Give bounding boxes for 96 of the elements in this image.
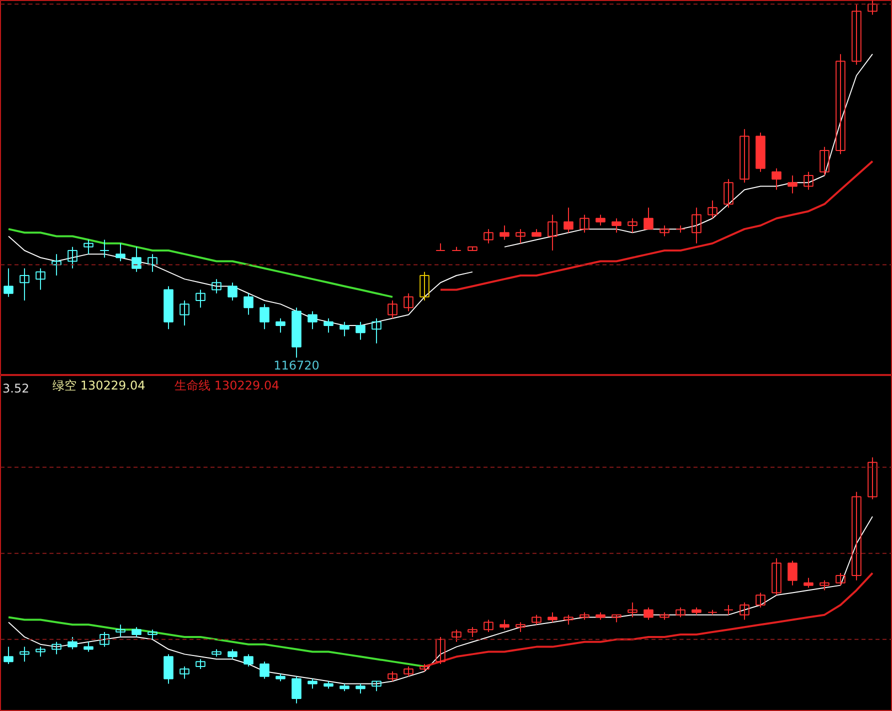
candlestick — [308, 310, 318, 330]
candlestick — [52, 641, 62, 655]
candlestick — [372, 318, 382, 344]
candlestick — [132, 626, 142, 638]
candlestick — [820, 146, 830, 176]
candlestick — [212, 278, 222, 294]
candlestick — [724, 604, 734, 616]
candlestick — [516, 622, 526, 633]
candlestick — [612, 218, 622, 234]
candlestick — [84, 641, 94, 652]
candlestick — [676, 606, 686, 618]
candlestick — [516, 228, 526, 244]
candlestick — [388, 300, 398, 319]
candlestick — [228, 648, 238, 660]
candlestick — [100, 632, 110, 648]
candlestick — [116, 624, 126, 638]
candlestick — [468, 626, 478, 638]
candlestick — [420, 271, 430, 301]
candlestick — [852, 491, 862, 581]
candlestick — [772, 168, 782, 190]
candlestick — [84, 239, 94, 255]
candlestick — [436, 636, 446, 665]
candlestick — [852, 4, 862, 66]
text: 生命线 130229.04 — [174, 378, 280, 392]
candlestick — [52, 254, 62, 276]
candlestick — [260, 304, 270, 330]
text: 绿空 130229.04 — [52, 378, 146, 392]
candlestick — [484, 619, 494, 633]
candlestick — [820, 580, 830, 591]
candlestick — [244, 292, 254, 316]
candlestick — [804, 171, 814, 190]
candlestick — [500, 225, 510, 240]
candlestick — [580, 214, 590, 234]
candlestick — [20, 268, 30, 301]
candlestick — [164, 654, 174, 684]
candlestick — [532, 614, 542, 626]
candlestick — [68, 246, 78, 269]
candlestick — [276, 318, 286, 334]
candlestick — [260, 661, 270, 680]
candlestick — [308, 678, 318, 690]
candlestick — [772, 558, 782, 596]
candlestick — [116, 242, 126, 262]
candlestick — [452, 629, 462, 642]
candlestick — [244, 654, 254, 667]
candlestick — [868, 0, 878, 16]
candlestick — [324, 318, 334, 334]
candlestick — [484, 228, 494, 244]
candlestick — [724, 178, 734, 208]
candlestick — [36, 646, 46, 658]
candlestick — [596, 214, 606, 226]
candlestick — [836, 572, 846, 586]
candlestick — [404, 292, 414, 312]
candlestick — [804, 577, 814, 588]
text: 3.52 — [2, 382, 30, 396]
candlestick — [404, 666, 414, 677]
candlestick — [148, 629, 158, 640]
candlestick — [372, 680, 382, 692]
candlestick — [740, 128, 750, 184]
candlestick — [564, 207, 574, 234]
candlestick — [756, 592, 766, 608]
candlestick — [4, 646, 14, 665]
candlestick — [228, 282, 238, 301]
candlestick — [196, 289, 206, 308]
candlestick — [36, 268, 46, 290]
candlestick — [628, 218, 638, 234]
candlestick — [788, 560, 798, 586]
candlestick — [500, 619, 510, 630]
candlestick — [148, 254, 158, 272]
candlestick — [132, 246, 142, 272]
candlestick — [20, 646, 30, 662]
candlestick — [660, 225, 670, 237]
candlestick — [548, 612, 558, 623]
candlestick — [788, 175, 798, 194]
candlestick — [180, 666, 190, 680]
candlestick — [628, 602, 638, 618]
candlestick — [740, 602, 750, 620]
candlestick — [388, 670, 398, 682]
annotation: 116720 — [274, 358, 320, 373]
candlestick — [644, 207, 654, 230]
candlestick — [868, 456, 878, 500]
candlestick — [68, 636, 78, 650]
candlestick — [292, 676, 302, 704]
candlestick — [340, 321, 350, 337]
candlestick — [180, 300, 190, 326]
candlestick — [708, 200, 718, 219]
candlestick — [692, 207, 702, 244]
candlestick — [4, 268, 14, 298]
candlestick — [356, 683, 366, 694]
candlestick — [100, 239, 110, 258]
candlestick — [356, 321, 366, 340]
candlestick — [196, 658, 206, 670]
candlestick — [644, 606, 654, 620]
candlestick — [548, 214, 558, 251]
candlestick — [436, 242, 446, 251]
candlestick — [836, 54, 846, 155]
candlestick — [564, 614, 574, 626]
